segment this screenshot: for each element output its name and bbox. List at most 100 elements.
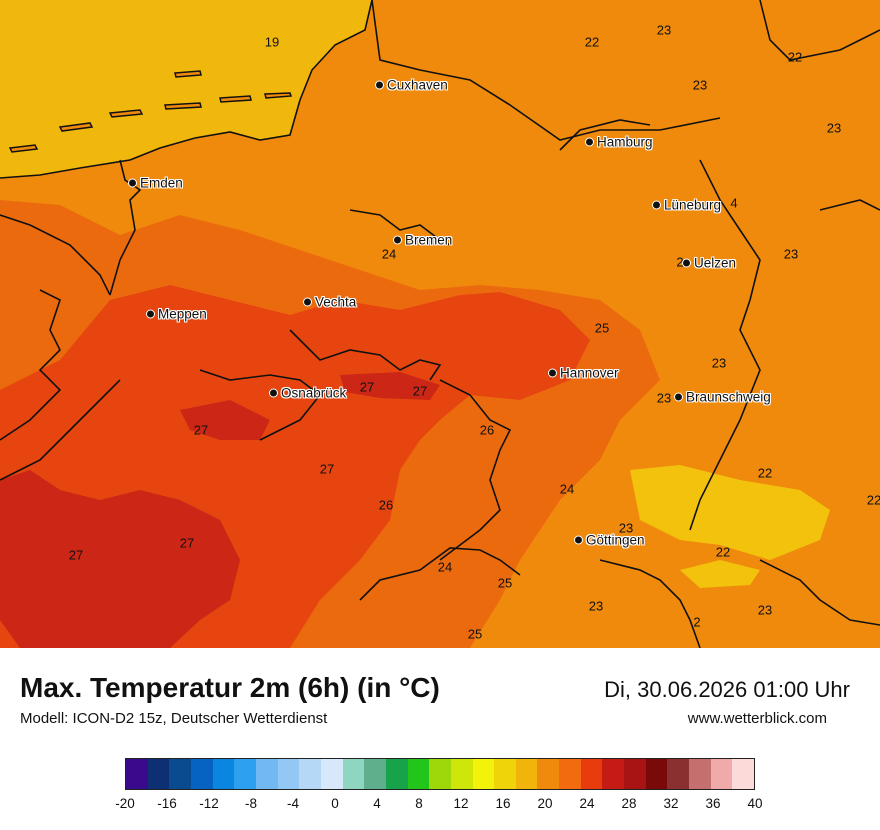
- city-lueneburg[interactable]: Lüneburg: [652, 198, 721, 213]
- city-hamburg[interactable]: Hamburg: [585, 135, 653, 150]
- city-label: Emden: [140, 175, 183, 191]
- map-value: 27: [359, 379, 375, 395]
- legend-swatch: [602, 759, 625, 789]
- city-hannover[interactable]: Hannover: [548, 366, 619, 381]
- legend-swatch: [190, 759, 213, 789]
- city-dot-icon: [652, 200, 661, 210]
- map-value: 19: [264, 34, 280, 50]
- map-value: 26: [378, 497, 394, 513]
- map-value: 2: [676, 254, 684, 270]
- map-value: 23: [656, 390, 672, 406]
- city-vechta[interactable]: Vechta: [303, 295, 356, 310]
- map-value: 22: [584, 34, 600, 50]
- city-dot-icon: [146, 309, 155, 319]
- map-value: 22: [715, 544, 731, 560]
- city-label: Hannover: [560, 365, 619, 381]
- legend-swatch: [147, 759, 170, 789]
- legend-swatch: [320, 759, 343, 789]
- legend-swatch: [450, 759, 473, 789]
- city-label: Lüneburg: [664, 197, 722, 213]
- map-value: 24: [381, 246, 397, 262]
- city-label: Osnabrück: [281, 385, 347, 401]
- map-value: 2: [693, 614, 701, 630]
- map-title: Max. Temperatur 2m (6h) (in °C): [20, 672, 440, 703]
- map-value: 27: [179, 535, 195, 551]
- legend-tick-label: -12: [199, 796, 219, 811]
- legend-swatch: [689, 759, 711, 789]
- map-value: 27: [68, 547, 84, 563]
- legend-swatch: [624, 759, 646, 789]
- city-label: Uelzen: [694, 255, 737, 271]
- map-value: 27: [319, 461, 335, 477]
- city-braunschweig[interactable]: Braunschweig: [674, 390, 771, 405]
- city-label: Vechta: [315, 294, 357, 310]
- legend-tick-label: -20: [115, 796, 135, 811]
- legend-tick-label: 4: [373, 796, 381, 811]
- legend-swatch: [342, 759, 365, 789]
- city-dot-icon: [393, 235, 402, 245]
- legend-tick-label: 16: [495, 796, 511, 811]
- color-scale-legend: [125, 758, 755, 790]
- very-hot-center: [180, 400, 270, 440]
- legend-swatch: [494, 759, 516, 789]
- city-osnabrueck[interactable]: Osnabrück: [269, 386, 346, 401]
- legend-swatch: [429, 759, 451, 789]
- city-goettingen[interactable]: Göttingen: [574, 533, 645, 548]
- city-label: Göttingen: [586, 532, 645, 548]
- map-value: 25: [467, 626, 483, 642]
- legend-swatch: [126, 759, 148, 789]
- map-value: 4: [730, 195, 738, 211]
- legend-swatch: [255, 759, 278, 789]
- website-link[interactable]: www.wetterblick.com: [687, 710, 827, 727]
- model-source: Modell: ICON-D2 15z, Deutscher Wetterdie…: [20, 710, 328, 727]
- city-label: Meppen: [158, 306, 207, 322]
- city-dot-icon: [574, 535, 583, 545]
- map-canvas: [0, 0, 880, 648]
- legend-swatch: [169, 759, 191, 789]
- map-value: 22: [787, 49, 803, 65]
- map-value: 23: [783, 246, 799, 262]
- map-value: 22: [757, 465, 773, 481]
- legend-tick-label: 32: [663, 796, 679, 811]
- city-label: Braunschweig: [686, 389, 771, 405]
- map-value: 23: [711, 355, 727, 371]
- legend-tick-label: 40: [747, 796, 763, 811]
- legend-swatch: [385, 759, 408, 789]
- legend-swatch: [732, 759, 755, 789]
- legend-tick-label: 36: [705, 796, 721, 811]
- legend-swatch: [299, 759, 321, 789]
- map-value: 26: [479, 422, 495, 438]
- map-value: 24: [437, 559, 453, 575]
- legend-swatch: [472, 759, 495, 789]
- legend-swatch: [515, 759, 538, 789]
- map-value: 23: [692, 77, 708, 93]
- city-emden[interactable]: Emden: [128, 176, 183, 191]
- city-label: Hamburg: [597, 134, 653, 150]
- city-uelzen[interactable]: Uelzen: [682, 256, 736, 271]
- map-value: 23: [656, 22, 672, 38]
- city-dot-icon: [303, 297, 312, 307]
- very-hot-west: [0, 470, 240, 648]
- city-meppen[interactable]: Meppen: [146, 307, 207, 322]
- legend-swatch: [364, 759, 386, 789]
- city-dot-icon: [682, 258, 691, 268]
- legend-tick-label: -4: [286, 796, 300, 811]
- legend-tick-label: 0: [331, 796, 339, 811]
- city-cuxhaven[interactable]: Cuxhaven: [375, 78, 448, 93]
- map-value: 27: [193, 422, 209, 438]
- forecast-datetime: Di, 30.06.2026 01:00 Uhr: [604, 677, 850, 702]
- city-dot-icon: [548, 368, 557, 378]
- legend-swatch: [234, 759, 256, 789]
- temperature-map[interactable]: 19 22 23 22 23 23 23 24 23 25 23 27 27 2…: [0, 0, 880, 648]
- map-value: 23: [757, 602, 773, 618]
- legend-tick-label: -8: [244, 796, 258, 811]
- city-label: Cuxhaven: [387, 77, 448, 93]
- city-dot-icon: [375, 80, 384, 90]
- legend-swatch: [407, 759, 430, 789]
- legend-tick-label: 24: [579, 796, 595, 811]
- legend-swatch: [710, 759, 733, 789]
- legend-swatch: [667, 759, 690, 789]
- map-value: 27: [412, 383, 428, 399]
- map-value: 25: [594, 320, 610, 336]
- city-bremen[interactable]: Bremen: [393, 233, 452, 248]
